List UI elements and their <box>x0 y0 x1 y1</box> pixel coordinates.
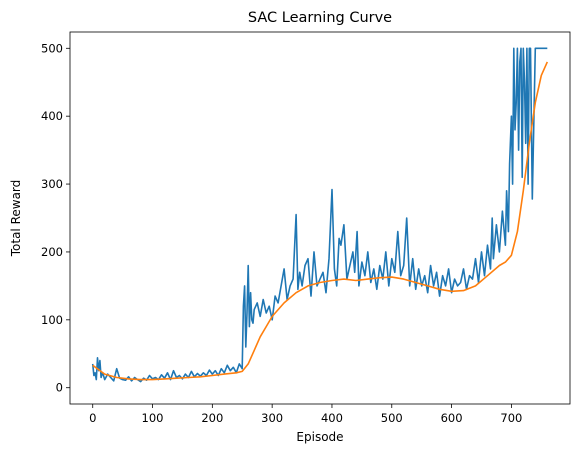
x-tick-label: 500 <box>381 411 403 425</box>
x-axis-label: Episode <box>296 430 343 444</box>
x-tick-label: 200 <box>201 411 223 425</box>
y-tick-label: 200 <box>41 245 63 259</box>
x-tick-label: 0 <box>89 411 96 425</box>
x-tick-label: 300 <box>261 411 283 425</box>
x-tick-label: 700 <box>500 411 522 425</box>
series-layer <box>91 47 549 383</box>
plot-frame <box>69 31 571 405</box>
y-tick-label: 500 <box>41 41 63 55</box>
series-line-smoothed <box>92 61 549 381</box>
y-tick-label: 300 <box>41 177 63 191</box>
y-tick-label: 0 <box>56 381 63 395</box>
x-tick-label: 400 <box>321 411 343 425</box>
chart-title: SAC Learning Curve <box>248 10 392 26</box>
y-axis-ticks: 0 100 200 300 400 500 <box>41 41 70 395</box>
y-axis-label: Total Reward <box>9 180 23 258</box>
x-tick-label: 100 <box>142 411 164 425</box>
y-tick-label: 400 <box>41 109 63 123</box>
x-axis-ticks: 0 100 200 300 400 500 600 700 <box>89 404 522 425</box>
x-tick-label: 600 <box>441 411 463 425</box>
y-tick-label: 100 <box>41 313 63 327</box>
